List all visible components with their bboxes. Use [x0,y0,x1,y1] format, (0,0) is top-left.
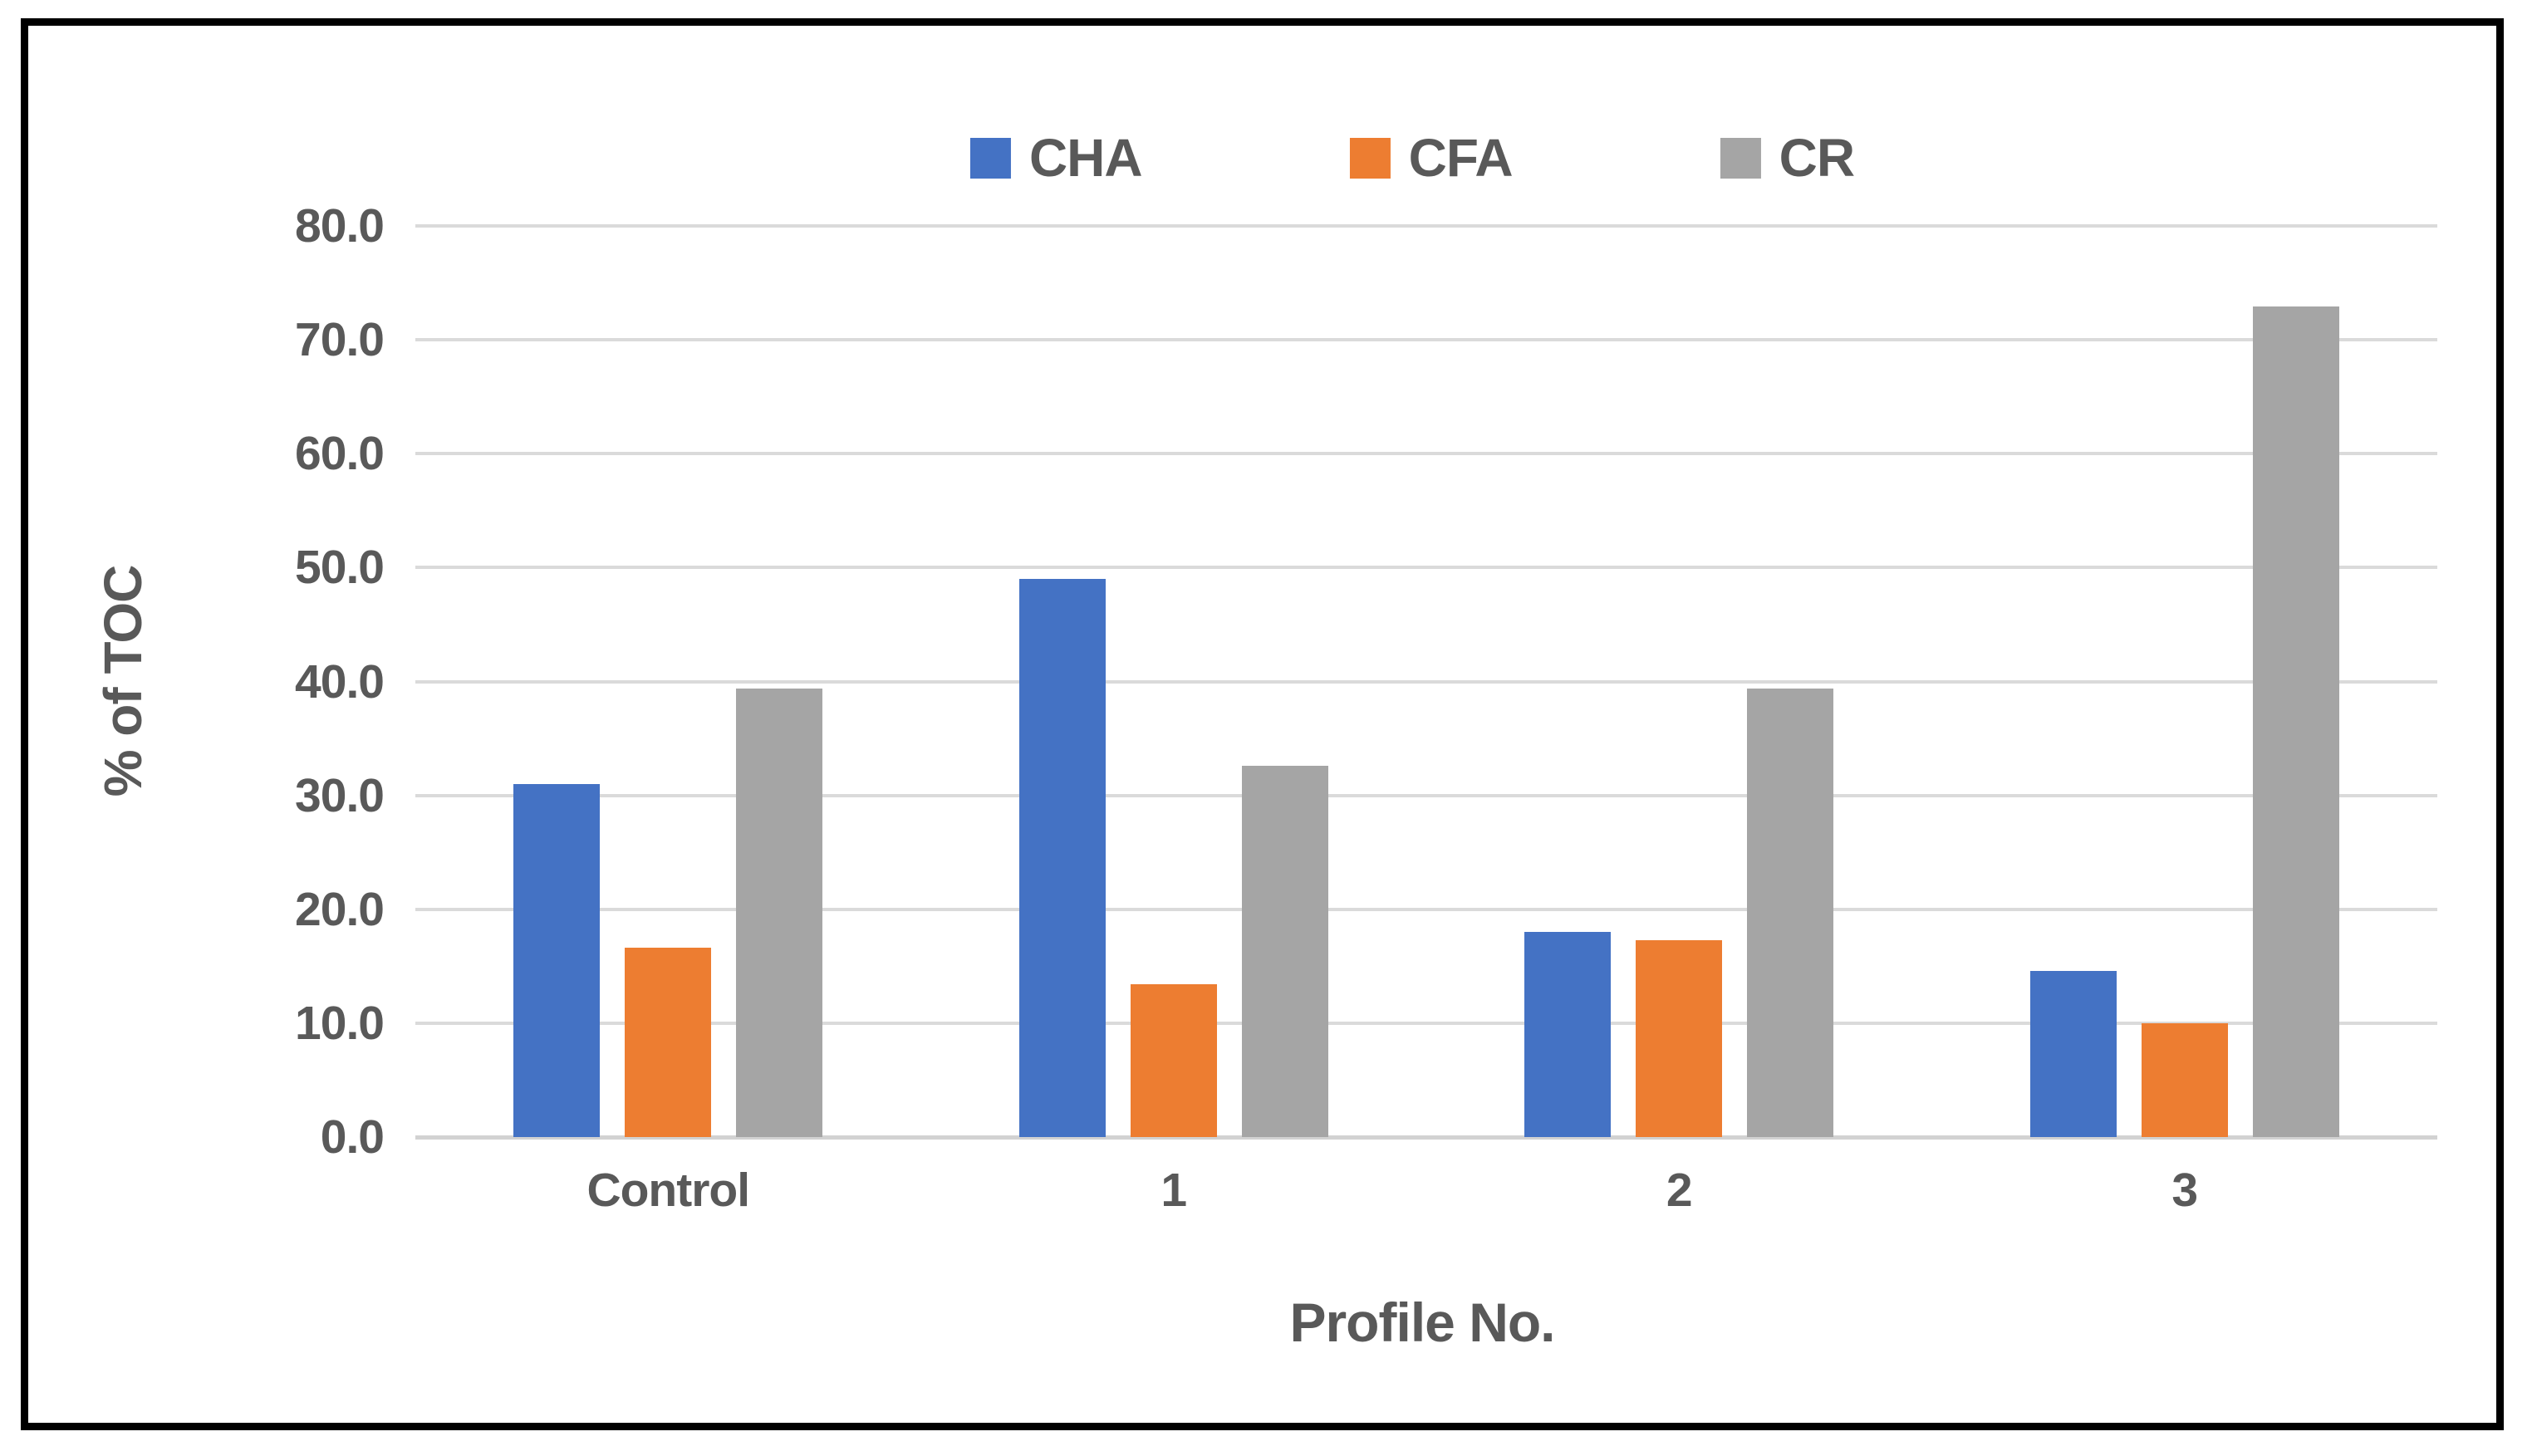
legend: CHA CFA CR [969,128,1855,188]
legend-marker-cr [1720,137,1761,179]
bar-cr-3 [2252,306,2339,1137]
gridline-30 [415,793,2437,797]
y-axis-title: % of TOC [93,565,153,797]
y-tick-label-10: 10.0 [295,996,385,1050]
bar-cha-2 [1524,932,1612,1137]
x-tick-label-2: 2 [1666,1164,1693,1217]
gridline-40 [415,679,2437,684]
legend-marker-cha [969,137,1011,179]
bar-cfa-3 [2141,1022,2228,1137]
y-tick-label-50: 50.0 [295,541,385,595]
legend-label-cfa: CFA [1408,128,1514,188]
gridline-80 [415,224,2437,228]
legend-label-cr: CR [1779,128,1855,188]
bar-cfa-1 [1130,984,1217,1137]
gridline-70 [415,338,2437,342]
gridline-10 [415,1021,2437,1025]
x-axis-title: Profile No. [1289,1292,1555,1353]
y-tick-label-30: 30.0 [295,768,385,822]
legend-item-cfa: CFA [1349,128,1514,188]
bar-cr-control [736,688,823,1137]
x-tick-label-control: Control [586,1164,750,1217]
x-axis-line [415,1135,2437,1140]
y-tick-label-80: 80.0 [295,199,385,252]
x-tick-label-3: 3 [2171,1164,2198,1217]
legend-item-cr: CR [1720,128,1855,188]
gridline-60 [415,452,2437,456]
gridline-20 [415,907,2437,911]
bar-cr-1 [1241,765,1328,1137]
y-tick-label-0: 0.0 [320,1110,385,1164]
y-tick-label-20: 20.0 [295,882,385,936]
chart-border [21,18,2504,1430]
bar-cr-2 [1747,688,1834,1137]
y-tick-label-60: 60.0 [295,427,385,481]
bar-cha-3 [2029,970,2117,1137]
legend-item-cha: CHA [969,128,1143,188]
y-tick-label-40: 40.0 [295,654,385,708]
x-tick-label-1: 1 [1160,1164,1187,1217]
gridline-50 [415,566,2437,570]
bar-cfa-2 [1636,939,1723,1137]
bar-cfa-control [625,948,712,1137]
legend-marker-cfa [1349,137,1391,179]
y-tick-label-70: 70.0 [295,313,385,367]
bar-cha-1 [1018,579,1106,1137]
bar-cha-control [513,783,601,1137]
legend-label-cha: CHA [1028,128,1143,188]
